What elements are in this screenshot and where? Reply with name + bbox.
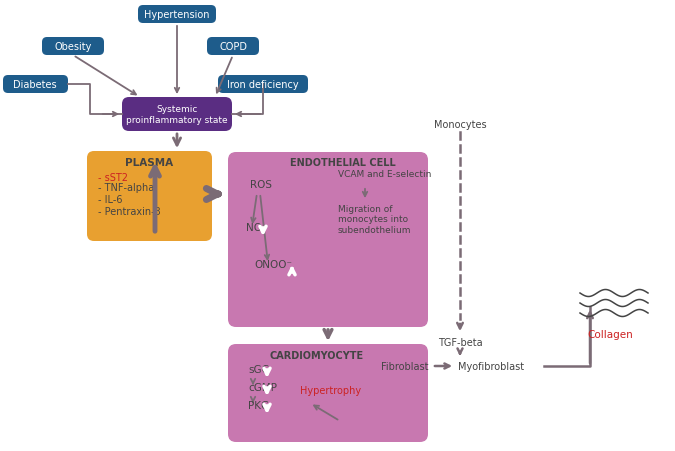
Text: - IL-6: - IL-6 [98, 194, 122, 205]
Text: Hypertrophy: Hypertrophy [300, 385, 361, 395]
Text: Iron deficiency: Iron deficiency [227, 80, 299, 90]
FancyBboxPatch shape [122, 98, 232, 132]
Text: PKG: PKG [248, 400, 269, 410]
Text: - sST2: - sST2 [98, 173, 128, 183]
FancyBboxPatch shape [207, 38, 259, 56]
Text: CARDIOMYOCYTE: CARDIOMYOCYTE [270, 350, 364, 360]
FancyBboxPatch shape [87, 152, 212, 241]
Text: sGC: sGC [248, 364, 269, 374]
Text: Obesity: Obesity [54, 42, 92, 52]
Text: - Pentraxin-3: - Pentraxin-3 [98, 207, 161, 216]
Text: COPD: COPD [219, 42, 247, 52]
Text: Myofibroblast: Myofibroblast [458, 361, 524, 371]
Text: Systemic
proinflammatory state: Systemic proinflammatory state [126, 105, 227, 124]
Text: ONOO⁻: ONOO⁻ [254, 259, 292, 269]
FancyBboxPatch shape [228, 344, 428, 442]
FancyBboxPatch shape [3, 76, 68, 94]
FancyBboxPatch shape [218, 76, 308, 94]
Text: Fibroblast: Fibroblast [381, 361, 429, 371]
Text: NO: NO [246, 222, 262, 232]
Text: TGF-beta: TGF-beta [437, 337, 483, 347]
Text: Hypertension: Hypertension [144, 10, 210, 20]
FancyBboxPatch shape [228, 152, 428, 327]
Text: Migration of
monocytes into
subendothelium: Migration of monocytes into subendotheli… [338, 205, 412, 234]
Text: ENDOTHELIAL CELL: ENDOTHELIAL CELL [290, 158, 396, 168]
Text: ROS: ROS [250, 179, 272, 189]
Text: cGMP: cGMP [248, 382, 277, 392]
Text: Collagen: Collagen [587, 329, 633, 339]
Text: Monocytes: Monocytes [433, 120, 486, 130]
FancyBboxPatch shape [42, 38, 104, 56]
FancyBboxPatch shape [138, 6, 216, 24]
Text: Diabetes: Diabetes [14, 80, 57, 90]
Text: VCAM and E-selectin: VCAM and E-selectin [338, 170, 431, 179]
Text: - TNF-alpha: - TNF-alpha [98, 183, 155, 193]
Text: PLASMA: PLASMA [125, 158, 173, 168]
